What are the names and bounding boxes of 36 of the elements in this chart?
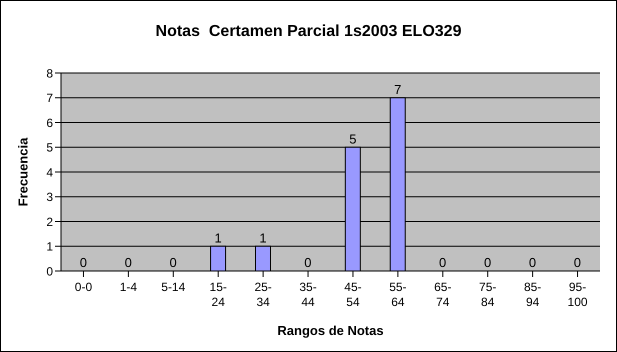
x-tick-label: 85-94 <box>524 280 542 309</box>
data-label: 0 <box>170 255 177 270</box>
x-tick-label: 25-34 <box>254 280 272 309</box>
y-tick-label: 8 <box>46 66 54 80</box>
data-label: 7 <box>394 82 402 97</box>
data-label: 0 <box>574 255 582 270</box>
x-tick-label: 55-64 <box>389 280 407 309</box>
y-axis-title: Frecuencia <box>16 136 31 206</box>
y-tick-label: 2 <box>46 214 54 229</box>
x-tick-label: 0-0 <box>74 280 92 294</box>
data-label: 0 <box>124 255 132 270</box>
x-tick-label: 5-14 <box>161 280 186 294</box>
x-tick-label: 15-24 <box>210 280 227 309</box>
data-label: 0 <box>304 255 312 270</box>
y-tick-label: 0 <box>46 264 54 278</box>
chart-title: Notas Certamen Parcial 1s2003 ELO329 <box>154 23 462 41</box>
data-label: 5 <box>349 131 356 146</box>
y-tick-label: 5 <box>46 140 54 155</box>
x-tick-label: 65-74 <box>434 280 452 309</box>
data-label: 1 <box>259 230 267 246</box>
y-tick-label: 6 <box>46 116 54 130</box>
y-tick-label: 3 <box>46 190 54 204</box>
data-label: 0 <box>439 255 446 270</box>
y-tick-label: 1 <box>46 240 54 254</box>
x-tick-label: 75-84 <box>479 280 496 309</box>
x-tick-label: 1-4 <box>120 280 138 294</box>
x-tick-label: 35-44 <box>299 280 317 309</box>
data-label: 0 <box>484 255 492 270</box>
x-tick-label: 95-100 <box>568 280 588 309</box>
y-tick-label: 7 <box>46 91 54 106</box>
x-axis-title: Rangos de Notas <box>277 323 384 338</box>
data-label: 0 <box>528 255 536 270</box>
x-tick-label: 45-54 <box>344 280 362 309</box>
data-label: 0 <box>80 255 87 270</box>
y-tick-label: 4 <box>46 165 54 180</box>
data-label: 1 <box>214 230 222 246</box>
